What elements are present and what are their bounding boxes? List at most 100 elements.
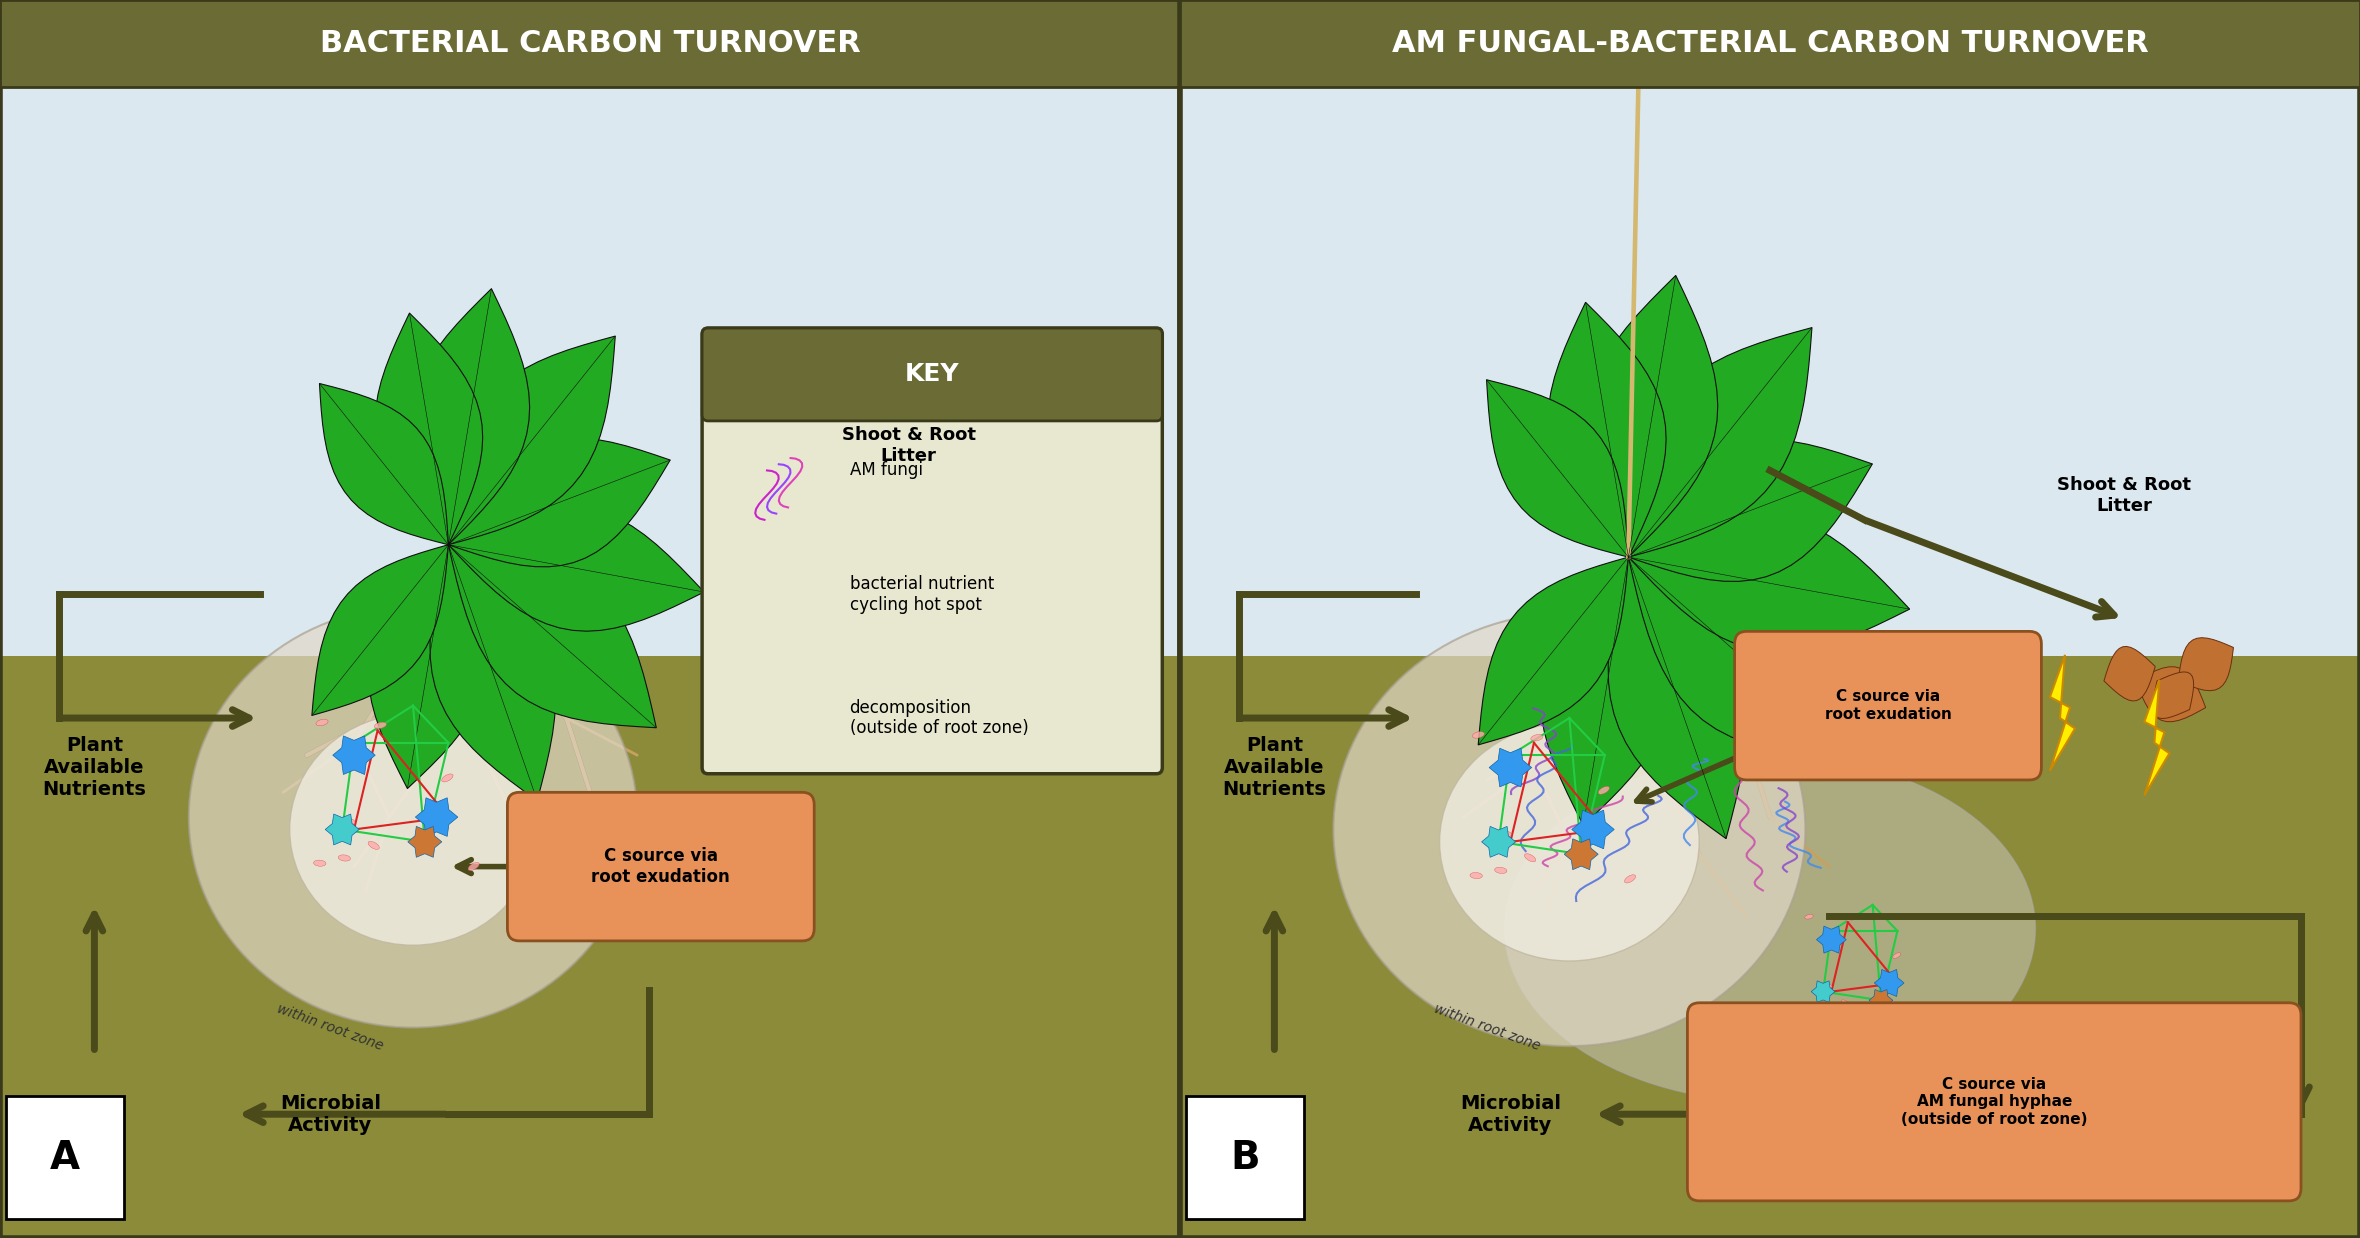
FancyBboxPatch shape — [703, 328, 1161, 421]
Polygon shape — [430, 545, 555, 801]
Polygon shape — [319, 384, 448, 545]
Polygon shape — [746, 673, 762, 755]
Text: Microbial
Activity: Microbial Activity — [281, 1093, 380, 1135]
Ellipse shape — [1494, 868, 1508, 874]
Ellipse shape — [762, 619, 767, 623]
Polygon shape — [2178, 638, 2233, 691]
Ellipse shape — [1803, 1013, 1812, 1018]
Ellipse shape — [800, 586, 805, 589]
Polygon shape — [1548, 302, 1666, 557]
Text: within root zone: within root zone — [1433, 1002, 1541, 1054]
Polygon shape — [368, 545, 489, 789]
Polygon shape — [1572, 810, 1614, 849]
Ellipse shape — [1805, 915, 1812, 919]
Polygon shape — [1565, 839, 1598, 869]
Polygon shape — [448, 505, 703, 631]
Bar — [1180, 656, 2360, 1238]
Ellipse shape — [1820, 1009, 1829, 1014]
Ellipse shape — [1598, 786, 1610, 795]
Ellipse shape — [337, 855, 352, 862]
Polygon shape — [2145, 680, 2169, 795]
Bar — [0, 0, 1180, 656]
Polygon shape — [1487, 380, 1628, 557]
Ellipse shape — [812, 629, 819, 634]
Polygon shape — [1541, 557, 1671, 826]
Polygon shape — [833, 540, 859, 662]
Ellipse shape — [375, 722, 387, 729]
Text: Shoot & Root
Litter: Shoot & Root Litter — [843, 426, 975, 465]
Polygon shape — [333, 735, 375, 775]
Polygon shape — [909, 541, 986, 603]
Polygon shape — [1628, 557, 1857, 759]
Bar — [0, 0, 1180, 87]
Text: A: A — [50, 1139, 80, 1176]
Polygon shape — [1874, 969, 1905, 997]
Ellipse shape — [1333, 613, 1805, 1046]
Polygon shape — [415, 797, 458, 837]
Text: C source via
root exudation: C source via root exudation — [1824, 690, 1952, 722]
Ellipse shape — [368, 842, 380, 849]
Ellipse shape — [748, 625, 753, 629]
Ellipse shape — [189, 607, 637, 1028]
Text: AM fungi: AM fungi — [850, 462, 923, 479]
Polygon shape — [927, 565, 953, 687]
Text: B: B — [1230, 1139, 1260, 1176]
Ellipse shape — [1532, 734, 1543, 742]
Polygon shape — [1489, 748, 1532, 787]
Ellipse shape — [467, 863, 479, 870]
Ellipse shape — [1841, 1000, 1850, 1005]
Polygon shape — [312, 545, 448, 716]
Bar — [1180, 0, 2360, 87]
Polygon shape — [448, 438, 670, 567]
Ellipse shape — [1470, 873, 1482, 879]
Text: KEY: KEY — [904, 361, 961, 386]
Text: C source via
AM fungal hyphae
(outside of root zone): C source via AM fungal hyphae (outside o… — [1900, 1077, 2089, 1127]
Bar — [0, 656, 1180, 1238]
Text: C source via
root exudation: C source via root exudation — [592, 847, 729, 886]
FancyBboxPatch shape — [1735, 631, 2041, 780]
Polygon shape — [411, 288, 529, 545]
FancyBboxPatch shape — [1687, 1003, 2301, 1201]
Ellipse shape — [1473, 732, 1484, 738]
Text: within root zone: within root zone — [276, 1002, 385, 1054]
Polygon shape — [1628, 514, 1909, 652]
Text: Plant
Available
Nutrients: Plant Available Nutrients — [1222, 737, 1326, 799]
Bar — [1180, 0, 2360, 656]
Text: Microbial
Activity: Microbial Activity — [1461, 1093, 1560, 1135]
Ellipse shape — [1912, 1015, 1919, 1020]
Polygon shape — [2051, 655, 2074, 770]
Ellipse shape — [736, 557, 743, 561]
Polygon shape — [1477, 557, 1628, 745]
Polygon shape — [1586, 276, 1718, 557]
Ellipse shape — [1824, 984, 1831, 988]
Ellipse shape — [1506, 755, 2034, 1102]
Ellipse shape — [750, 607, 755, 610]
Polygon shape — [1482, 827, 1515, 857]
Polygon shape — [1869, 989, 1893, 1011]
Text: AM FUNGAL-BACTERIAL CARBON TURNOVER: AM FUNGAL-BACTERIAL CARBON TURNOVER — [1392, 28, 2148, 58]
Polygon shape — [326, 815, 359, 844]
Polygon shape — [956, 509, 1017, 568]
Polygon shape — [1607, 557, 1746, 838]
Polygon shape — [781, 612, 800, 626]
Ellipse shape — [316, 719, 328, 725]
Polygon shape — [408, 827, 441, 857]
Polygon shape — [2105, 646, 2155, 701]
Ellipse shape — [342, 818, 354, 825]
Ellipse shape — [1624, 875, 1635, 883]
Ellipse shape — [441, 774, 453, 782]
Ellipse shape — [314, 860, 326, 867]
Polygon shape — [375, 313, 484, 545]
Polygon shape — [1628, 328, 1812, 557]
FancyBboxPatch shape — [5, 1096, 123, 1219]
Ellipse shape — [1525, 854, 1536, 862]
Text: BACTERIAL CARBON TURNOVER: BACTERIAL CARBON TURNOVER — [319, 28, 861, 58]
Ellipse shape — [290, 713, 536, 946]
Polygon shape — [786, 597, 807, 617]
Polygon shape — [2152, 672, 2195, 718]
Polygon shape — [1628, 439, 1871, 582]
Polygon shape — [2136, 667, 2207, 722]
Polygon shape — [741, 605, 758, 620]
Polygon shape — [873, 519, 930, 579]
Text: Shoot & Root
Litter: Shoot & Root Litter — [2058, 475, 2190, 515]
